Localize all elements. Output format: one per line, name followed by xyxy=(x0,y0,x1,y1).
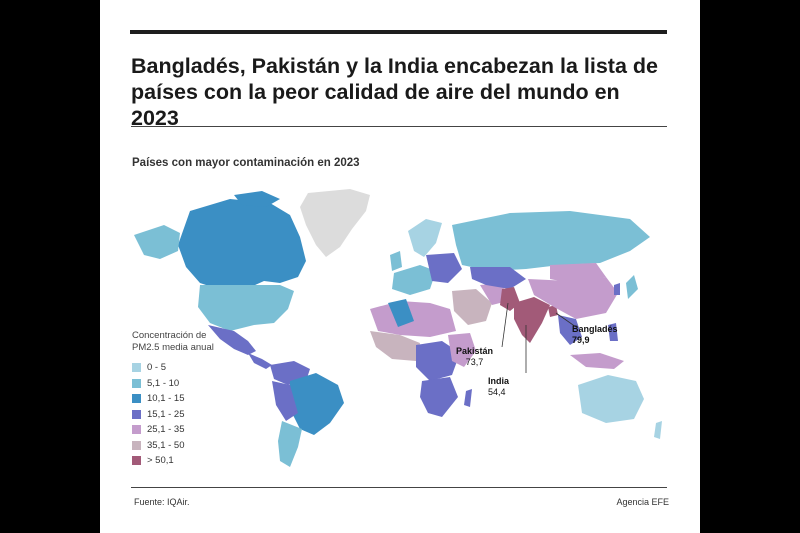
legend-item: 25,1 - 35 xyxy=(132,422,252,438)
canada-islands xyxy=(234,191,280,207)
legend-swatch xyxy=(132,378,141,388)
legend-item: 5,1 - 10 xyxy=(132,376,252,392)
pakistan-value: 73,7 xyxy=(465,357,484,367)
world-map xyxy=(134,189,662,467)
legend-item: 15,1 - 25 xyxy=(132,407,252,423)
southeast-asia xyxy=(558,315,582,345)
bangladesh-leader xyxy=(555,312,577,328)
alaska xyxy=(134,225,180,259)
korea xyxy=(614,283,620,295)
peru-bolivia xyxy=(272,381,298,421)
australia xyxy=(578,375,644,423)
philippines xyxy=(608,323,618,341)
central-africa xyxy=(416,341,460,381)
brazil xyxy=(290,373,344,435)
legend-item: 35,1 - 50 xyxy=(132,438,252,454)
legend-item: 10,1 - 15 xyxy=(132,391,252,407)
source-credit: Fuente: IQAir. xyxy=(134,497,190,507)
eastern-europe xyxy=(426,253,462,283)
headline-rule xyxy=(131,126,667,127)
infographic-card: Bangladés, Pakistán y la India encabezan… xyxy=(100,0,700,533)
pakistan-label: Pakistán xyxy=(456,346,494,356)
bangladesh xyxy=(548,305,558,317)
bangladesh-annotation: Bangladés 79,9 xyxy=(572,324,618,346)
legend: Concentración de PM2.5 media anual 0 - 5… xyxy=(132,330,252,469)
mongolia xyxy=(550,263,606,283)
southern-africa xyxy=(420,377,458,417)
headline-line-1: Bangladés, Pakistán y la India encabezan… xyxy=(131,54,658,78)
legend-swatch xyxy=(132,456,141,466)
chile-argentina xyxy=(278,421,302,467)
legend-swatch xyxy=(132,363,141,373)
madagascar xyxy=(464,389,472,407)
scandinavia xyxy=(408,219,442,257)
bangladesh-value: 79,9 xyxy=(572,335,590,345)
legend-swatch xyxy=(132,409,141,419)
bangladesh-label: Bangladés xyxy=(572,324,618,334)
mexico xyxy=(208,325,256,355)
india-value: 54,4 xyxy=(488,387,506,397)
east-africa xyxy=(448,333,476,367)
legend-swatch xyxy=(132,440,141,450)
headline: Bangladés, Pakistán y la India encabezan… xyxy=(131,53,671,131)
legend-item: > 50,1 xyxy=(132,453,252,469)
legend-swatch xyxy=(132,394,141,404)
headline-line-2: países con la peor calidad de aire del m… xyxy=(131,80,620,130)
algeria xyxy=(388,299,414,327)
west-africa xyxy=(370,331,420,361)
footer-rule xyxy=(131,487,667,488)
legend-title: Concentración de PM2.5 media anual xyxy=(132,330,214,353)
central-asia xyxy=(470,267,526,289)
russia xyxy=(452,211,650,271)
united-states xyxy=(198,285,294,331)
india xyxy=(514,297,550,343)
india-annotation: India 54,4 xyxy=(488,376,509,398)
canada xyxy=(178,199,306,289)
new-zealand xyxy=(654,421,662,439)
japan xyxy=(626,275,638,299)
greenland xyxy=(300,189,370,257)
india-label: India xyxy=(488,376,510,386)
map-subtitle: Países con mayor contaminación en 2023 xyxy=(132,157,360,169)
china xyxy=(528,277,618,319)
agency-credit: Agencia EFE xyxy=(616,497,669,507)
central-america xyxy=(248,353,272,369)
western-europe xyxy=(392,265,436,295)
pakistan-leader xyxy=(501,302,509,348)
uk-ireland xyxy=(390,251,402,271)
pakistan-annotation: Pakistán 73,7 xyxy=(456,346,493,368)
top-rule xyxy=(130,30,667,34)
legend-swatch xyxy=(132,425,141,435)
indonesia xyxy=(570,353,624,369)
middle-east xyxy=(452,289,492,325)
legend-item: 0 - 5 xyxy=(132,360,252,376)
